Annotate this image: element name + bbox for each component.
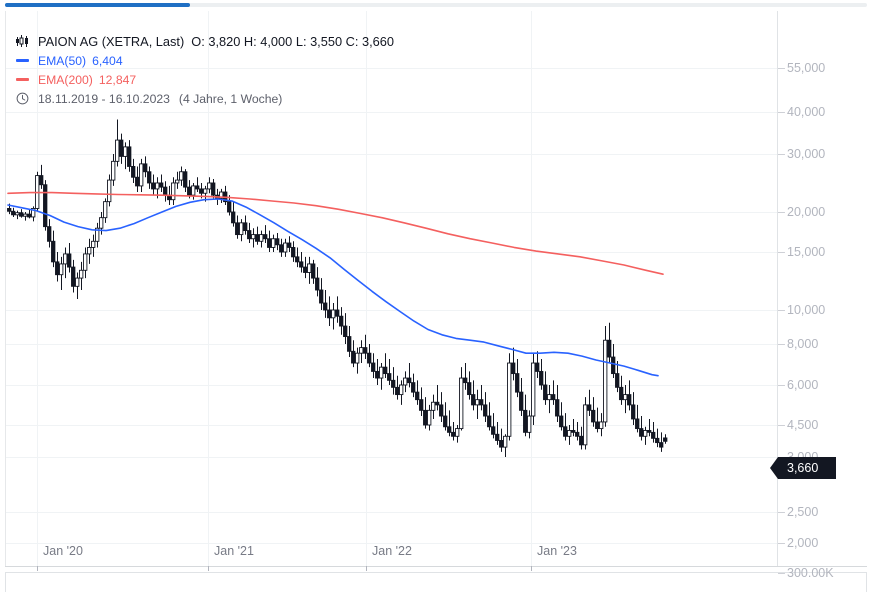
ema200-value: 12,847	[98, 72, 137, 87]
time-axis-tick-mark	[366, 566, 367, 571]
time-axis-tick: Jan '23	[537, 544, 577, 558]
ema50-label: EMA(50)	[38, 53, 87, 68]
pane-left-border	[5, 11, 6, 566]
ema200-label: EMA(200)	[38, 72, 93, 87]
current-price-value: 3,660	[787, 461, 819, 475]
price-axis-tick: –40,000	[778, 105, 826, 119]
legend-symbol-row[interactable]: PAION AG (XETRA, Last) O: 3,820 H: 4,000…	[16, 33, 394, 50]
volume-axis-value: 300.00K	[787, 566, 834, 580]
price-axis-tick: –2,500	[778, 505, 819, 519]
line-swatch-icon	[16, 73, 31, 86]
price-axis-tick: –2,000	[778, 536, 819, 550]
price-axis-tick: –20,000	[778, 205, 826, 219]
legend-daterange-row[interactable]: 18.11.2019 - 16.10.2023 (4 Jahre, 1 Woch…	[16, 90, 394, 107]
price-axis-tick: –4,500	[778, 418, 819, 432]
price-axis-tick: –30,000	[778, 147, 826, 161]
clock-icon	[16, 92, 31, 105]
candlestick-icon	[16, 35, 31, 48]
ohlc-values: O: 3,820 H: 4,000 L: 3,550 C: 3,660	[191, 34, 395, 49]
time-axis-tick-mark	[531, 566, 532, 571]
price-axis-separator	[777, 11, 778, 566]
chart-legend: PAION AG (XETRA, Last) O: 3,820 H: 4,000…	[16, 33, 394, 109]
ema50-value: 6,404	[92, 53, 123, 68]
legend-ema50-row[interactable]: EMA(50) 6,404	[16, 52, 394, 69]
candlestick-chart	[5, 11, 777, 566]
current-price-badge: 3,660	[770, 457, 836, 479]
legend-ema200-row[interactable]: EMA(200) 12,847	[16, 71, 394, 88]
scrollbar-track[interactable]	[5, 3, 867, 7]
price-axis[interactable]: –2,000–2,500–3,000–4,500–6,000–8,000–10,…	[770, 11, 876, 566]
volume-pane[interactable]	[5, 572, 867, 592]
time-axis-tick-mark	[37, 566, 38, 571]
line-swatch-icon	[16, 54, 31, 67]
symbol-name: PAION AG (XETRA, Last)	[38, 34, 185, 49]
price-axis-tick: –6,000	[778, 378, 819, 392]
time-axis-tick: Jan '20	[43, 544, 83, 558]
top-scrollbar-area	[0, 0, 876, 10]
price-axis-tick: –10,000	[778, 303, 826, 317]
price-chart-pane[interactable]	[5, 11, 777, 566]
price-axis-tick: –55,000	[778, 61, 826, 75]
price-axis-tick: –15,000	[778, 245, 826, 259]
date-range-duration: (4 Jahre, 1 Woche)	[178, 91, 283, 106]
volume-axis-label: –300.00K	[778, 566, 834, 580]
time-axis-tick-mark	[208, 566, 209, 571]
price-axis-tick: –8,000	[778, 337, 819, 351]
time-axis-separator	[5, 566, 867, 567]
time-axis[interactable]: Jan '20 Jan '21 Jan '22 Jan '23	[5, 544, 777, 571]
scrollbar-thumb[interactable]	[5, 3, 190, 7]
time-axis-tick: Jan '21	[214, 544, 254, 558]
time-axis-tick: Jan '22	[372, 544, 412, 558]
date-range: 18.11.2019 - 16.10.2023	[38, 91, 170, 106]
